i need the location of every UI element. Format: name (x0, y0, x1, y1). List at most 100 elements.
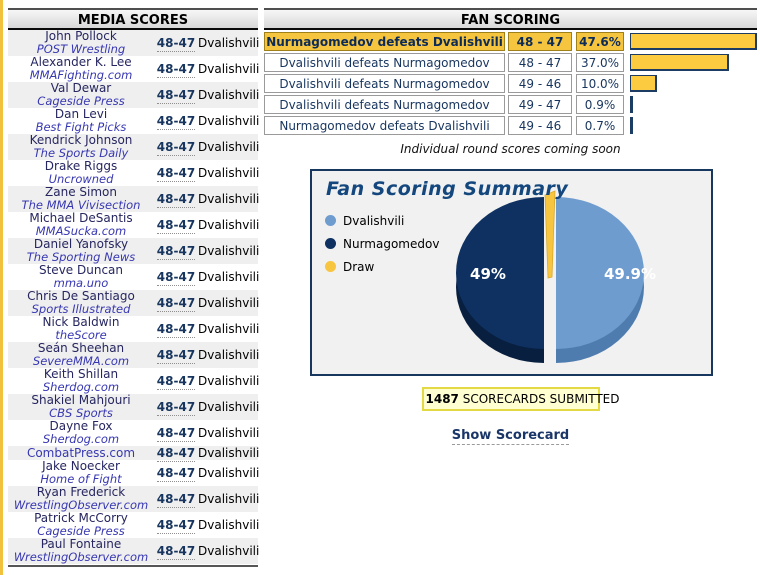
media-score-link[interactable]: 48-47 (156, 348, 196, 364)
media-outlet: The MMA Vivisection (21, 198, 141, 212)
fan-scoring-rows: Nurmagomedov defeats Dvalishvili 48 - 47 4… (264, 32, 757, 135)
media-score-cell: 48-47 (154, 348, 198, 364)
media-reviewer-name: Val Dewar (50, 81, 112, 95)
page-left-accent-strip (0, 0, 3, 575)
legend-item-nurmagomedov: Nurmagomedov (325, 232, 439, 255)
media-score-link[interactable]: 48-47 (156, 296, 196, 312)
fan-percentage-cell: 10.0% (576, 74, 624, 93)
media-score-row: Kendrick Johnson The Sports Daily 48-47 Dva… (8, 134, 259, 160)
media-reviewer-name: Alexander K. Lee (30, 55, 132, 69)
media-score-link[interactable]: 48-47 (156, 192, 196, 208)
media-score-link[interactable]: 48-47 (156, 374, 196, 390)
legend-label-draw: Draw (343, 259, 375, 274)
media-score-link[interactable]: 48-47 (156, 88, 196, 104)
pie-legend: Dvalishvili Nurmagomedov Draw (325, 209, 439, 278)
media-score-cell: 48-47 (154, 400, 198, 416)
media-score-row: Seán Sheehan SevereMMA.com 48-47 Dvalishvil… (8, 342, 260, 368)
legend-item-dvalishvili: Dvalishvili (325, 209, 439, 232)
media-winner: Dvalishvili (198, 400, 260, 414)
media-reviewer: Dan Levi Best Fight Picks (8, 108, 154, 134)
media-reviewer-name: Dan Levi (54, 107, 108, 121)
media-score-cell: 48-47 (154, 296, 198, 312)
fan-outcome-cell[interactable]: Dvalishvili defeats Nurmagomedov (264, 95, 505, 114)
scorecards-submitted-badge: 1487 SCORECARDS SUBMITTED (421, 387, 619, 411)
media-score-cell: 48-47 (154, 426, 198, 442)
media-score-cell: 48-47 (154, 166, 198, 182)
media-outlet: Cageside Press (37, 524, 125, 538)
media-score-link[interactable]: 48-47 (156, 544, 196, 560)
fan-score-cell: 49 - 46 (508, 116, 572, 135)
fan-percentage-bar (630, 75, 657, 92)
show-scorecard-wrap: Show Scorecard (264, 424, 757, 445)
media-score-cell: 48-47 (154, 322, 198, 338)
media-outlet: Sports Illustrated (31, 302, 131, 316)
media-score-link[interactable]: 48-47 (156, 492, 196, 508)
media-outlet: MMAFighting.com (29, 68, 133, 82)
fan-scoring-header: FAN SCORING (264, 8, 757, 30)
media-score-link[interactable]: 48-47 (156, 518, 196, 534)
fan-outcome-cell[interactable]: Dvalishvili defeats Nurmagomedov (264, 53, 505, 72)
media-score-cell: 48-47 (154, 466, 198, 482)
media-score-row: Shakiel Mahjouri CBS Sports 48-47 Dvalishvi… (8, 394, 260, 420)
media-outlet: The Sports Daily (33, 146, 129, 160)
media-outlet: mma.uno (53, 276, 109, 290)
fan-outcome-cell[interactable]: Nurmagomedov defeats Dvalishvili (264, 32, 505, 51)
media-reviewer: Patrick McCorry Cageside Press (8, 512, 154, 538)
fan-scoring-summary-box: 49% 49.9% Fan Scoring Summary Dvalishvil… (310, 169, 713, 376)
media-score-link[interactable]: 48-47 (156, 218, 196, 234)
media-winner: Dvalishvili (198, 544, 260, 558)
fan-outcome-cell[interactable]: Nurmagomedov defeats Dvalishvili (264, 116, 505, 135)
media-score-cell: 48-47 (154, 518, 198, 534)
media-score-cell: 48-47 (154, 88, 198, 104)
media-outlet: Cageside Press (37, 94, 125, 108)
media-outlet: Home of Fight (40, 472, 122, 486)
media-reviewer-name: Dayne Fox (49, 419, 113, 433)
media-reviewer-name: Daniel Yanofsky (33, 237, 129, 251)
media-winner: Dvalishvili (198, 374, 260, 388)
media-score-link[interactable]: 48-47 (156, 270, 196, 286)
show-scorecard-link[interactable]: Show Scorecard (451, 428, 570, 445)
scorecards-count: 1487 (425, 392, 459, 406)
media-outlet: WrestlingObserver.com (13, 550, 149, 564)
media-score-row: Keith Shillan Sherdog.com 48-47 Dvalishvili (8, 368, 260, 394)
media-score-row: Dayne Fox Sherdog.com 48-47 Dvalishvili (8, 420, 259, 446)
media-score-cell: 48-47 (154, 492, 198, 508)
round-scores-note: Individual round scores coming soon (400, 142, 621, 156)
media-score-link[interactable]: 48-47 (156, 426, 196, 442)
media-score-link[interactable]: 48-47 (156, 446, 196, 462)
media-score-row: Patrick McCorry Cageside Press 48-47 Dvalis… (8, 512, 260, 538)
media-score-cell: 48-47 (154, 140, 198, 156)
media-outlet: theScore (55, 328, 107, 342)
media-score-link[interactable]: 48-47 (156, 62, 196, 78)
media-reviewer: Val Dewar Cageside Press (8, 82, 154, 108)
media-score-row: Drake Riggs Uncrowned 48-47 Dvalishvili (8, 160, 260, 186)
media-score-link[interactable]: 48-47 (156, 466, 196, 482)
media-score-cell: 48-47 (154, 36, 198, 52)
media-reviewer: Steve Duncan mma.uno (8, 264, 154, 290)
media-reviewer: Dayne Fox Sherdog.com (8, 420, 154, 446)
media-score-link[interactable]: 48-47 (156, 36, 196, 52)
media-score-link[interactable]: 48-47 (156, 140, 196, 156)
media-winner: Dvalishvili (198, 518, 260, 532)
media-score-link[interactable]: 48-47 (156, 244, 196, 260)
media-reviewer: Kendrick Johnson The Sports Daily (8, 134, 154, 160)
media-score-link[interactable]: 48-47 (156, 322, 196, 338)
fan-score-cell: 49 - 46 (508, 74, 572, 93)
media-winner: Dvalishvili (198, 166, 260, 180)
fan-percentage-bar (630, 117, 633, 134)
media-score-row: Steve Duncan mma.uno 48-47 Dvalishvili (8, 264, 259, 290)
media-winner: Dvalishvili (198, 296, 260, 310)
media-reviewer: Drake Riggs Uncrowned (8, 160, 154, 186)
fan-scoring-row: Nurmagomedov defeats Dvalishvili 49 - 46 0… (264, 116, 757, 135)
pie-label-dvalishvili: 49.9% (604, 265, 656, 283)
media-score-link[interactable]: 48-47 (156, 114, 196, 130)
media-winner: Dvalishvili (198, 348, 260, 362)
media-score-row: Nick Baldwin theScore 48-47 Dvalishvili (8, 316, 259, 342)
media-score-link[interactable]: 48-47 (156, 400, 196, 416)
media-reviewer: Alexander K. Lee MMAFighting.com (8, 56, 154, 82)
media-reviewer: John Pollock POST Wrestling (8, 30, 154, 56)
fan-outcome-cell[interactable]: Dvalishvili defeats Nurmagomedov (264, 74, 505, 93)
media-score-row: Michael DeSantis MMASucka.com 48-47 Dvalish… (8, 212, 259, 238)
media-score-link[interactable]: 48-47 (156, 166, 196, 182)
media-outlet: Uncrowned (48, 172, 114, 186)
